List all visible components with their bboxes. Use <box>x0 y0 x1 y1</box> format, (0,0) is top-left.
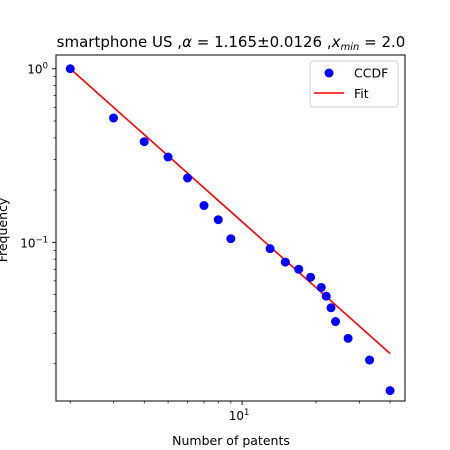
ccdf-point <box>281 258 290 267</box>
chart-title: smartphone US ,α = 1.165±0.0126 ,xmin = … <box>57 33 406 53</box>
ccdf-point <box>317 283 326 292</box>
x-axis-label: Number of patents <box>172 433 290 448</box>
ccdf-point <box>66 64 75 73</box>
ccdf-point <box>386 386 395 395</box>
y-tick-label: 100 <box>27 62 48 77</box>
y-tick-label: 10−1 <box>20 235 48 250</box>
ccdf-point <box>326 303 335 312</box>
ccdf-point <box>322 292 331 301</box>
ccdf-point <box>109 114 118 123</box>
ccdf-point <box>294 265 303 274</box>
x-tick-label: 101 <box>229 408 250 423</box>
plot-area: 101 100 10−1 <box>20 55 405 423</box>
fit-line <box>70 69 390 354</box>
ccdf-point <box>344 334 353 343</box>
ccdf-point <box>226 234 235 243</box>
title-xmin-subscript: min <box>341 42 360 53</box>
title-alpha-value: = 1.165±0.0126 , <box>192 33 332 51</box>
title-alpha-symbol: α <box>182 33 192 51</box>
title-xmin-symbol: x <box>331 33 341 51</box>
ccdf-point <box>266 244 275 253</box>
ccdf-point <box>214 215 223 224</box>
title-prefix: smartphone US , <box>57 33 182 51</box>
ccdf-point <box>331 317 340 326</box>
ccdf-point <box>306 273 315 282</box>
legend-marker-ccdf <box>325 69 334 78</box>
legend-label-fit: Fit <box>354 86 369 101</box>
ccdf-point <box>200 201 209 210</box>
legend-label-ccdf: CCDF <box>354 66 388 81</box>
ccdf-point <box>164 153 173 162</box>
y-axis-label: Frequency <box>0 197 10 262</box>
ccdf-point <box>183 173 192 182</box>
title-xmin-value: = 2.0 <box>359 33 405 51</box>
legend: CCDF Fit <box>310 61 398 107</box>
ccdf-point <box>365 356 374 365</box>
ccdf-point <box>140 137 149 146</box>
